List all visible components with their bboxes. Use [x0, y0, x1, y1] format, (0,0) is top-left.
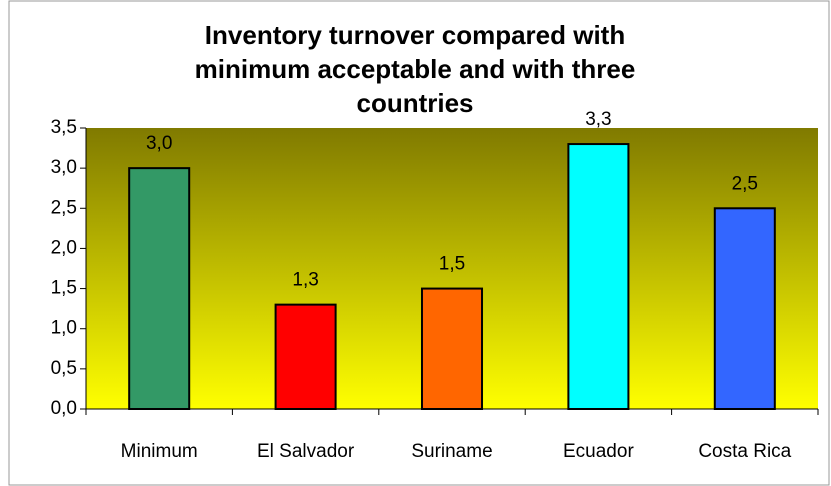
value-label: 2,5: [732, 173, 758, 194]
x-tick-label: El Salvador: [257, 441, 355, 462]
value-label: 1,3: [292, 270, 318, 291]
bar: [420, 287, 484, 411]
y-tick-label: 3,0: [51, 157, 77, 178]
x-tick-label: Minimum: [121, 441, 198, 462]
value-label: 3,3: [585, 109, 611, 130]
x-tick-label: Costa Rica: [698, 441, 791, 462]
y-tick-label: 2,5: [51, 197, 77, 218]
y-tick-label: 3,5: [51, 117, 77, 138]
x-tick-label: Ecuador: [563, 441, 634, 462]
bar: [713, 207, 776, 410]
y-tick-label: 1,5: [51, 278, 77, 299]
bar: [567, 143, 630, 411]
value-label: 1,5: [439, 254, 465, 275]
chart-title: Inventory turnover compared with minimum…: [194, 20, 636, 118]
y-tick-label: 2,0: [51, 237, 77, 258]
y-tick-label: 1,0: [51, 318, 77, 339]
value-label: 3,0: [146, 133, 172, 154]
x-tick-label: Suriname: [411, 441, 492, 462]
bar: [274, 303, 337, 410]
y-tick-label: 0,0: [51, 398, 77, 419]
bar: [128, 167, 191, 410]
y-tick-label: 0,5: [51, 358, 77, 379]
